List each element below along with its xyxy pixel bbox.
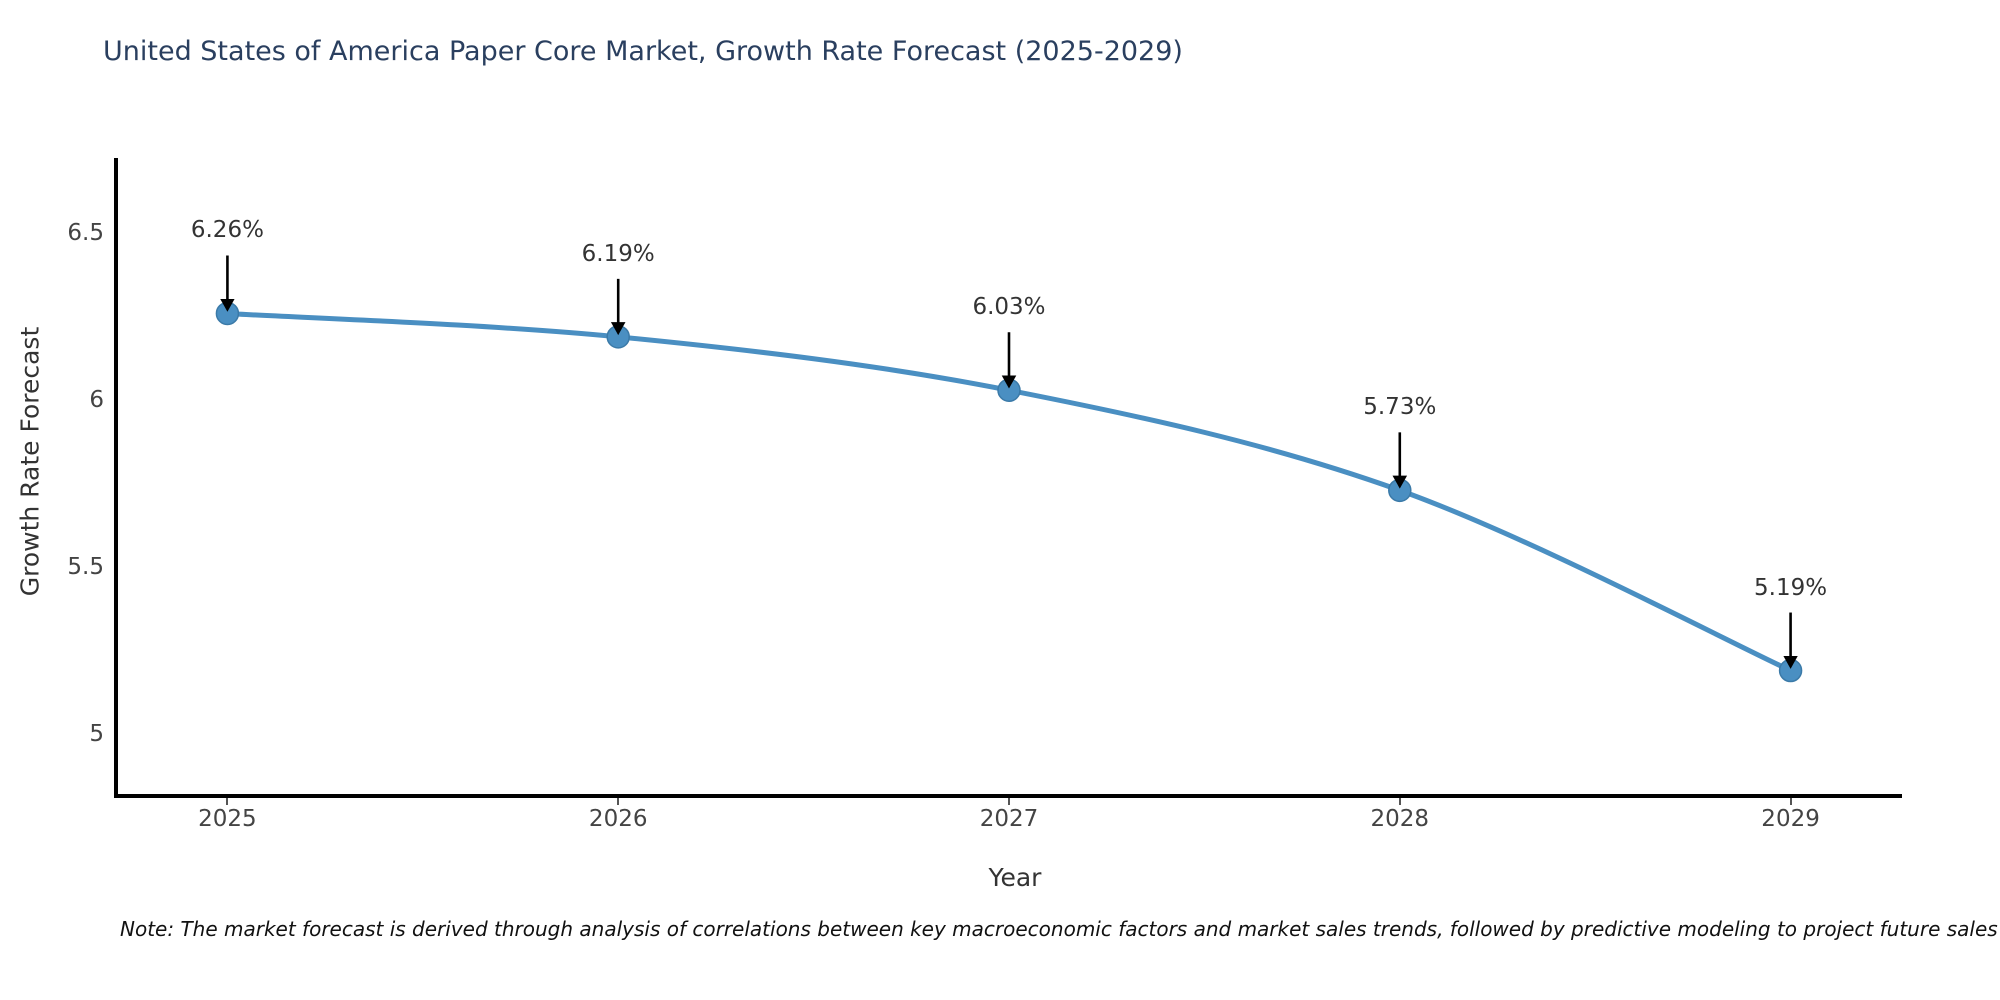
data-point-marker (215, 301, 240, 326)
x-tick-label: 2027 (979, 806, 1039, 832)
x-tick-label: 2028 (1370, 806, 1430, 832)
x-axis-title: Year (988, 863, 1042, 892)
x-axis-tick-labels: 2025 2026 2027 2028 2029 (0, 806, 2000, 846)
data-point-marker (1388, 478, 1412, 503)
y-tick-label: 6.5 (67, 220, 104, 247)
y-tick-label: 5 (89, 720, 104, 747)
x-tick-mark (226, 798, 229, 805)
x-tick-mark (1789, 798, 1792, 805)
data-point-label: 6.26% (190, 217, 264, 244)
x-tick-mark (617, 798, 620, 805)
annotation-arrows (220, 255, 1798, 669)
chart-footnote: Note: The market forecast is derived thr… (120, 917, 1998, 941)
data-point-label: 6.03% (972, 294, 1046, 321)
x-tick-mark (1008, 798, 1010, 805)
x-axis-spine (114, 794, 1902, 798)
data-point-label: 5.73% (1363, 394, 1437, 421)
chart-title: United States of America Paper Core Mark… (103, 36, 1183, 67)
y-tick-label: 6 (89, 387, 104, 414)
data-point-label: 6.19% (581, 240, 655, 267)
x-tick-label: 2026 (588, 806, 648, 832)
y-tick-label: 5.5 (67, 554, 104, 581)
y-axis-tick-labels: 5 5.5 6 6.5 (0, 0, 104, 1000)
y-axis-spine (114, 158, 118, 798)
data-point-marker (1778, 658, 1803, 683)
data-point-marker (997, 378, 1021, 402)
x-tick-label: 2025 (198, 806, 257, 832)
data-point-label: 5.19% (1754, 574, 1828, 601)
x-tick-label: 2029 (1761, 806, 1820, 832)
x-tick-mark (1398, 798, 1401, 805)
data-point-marker (606, 325, 630, 349)
